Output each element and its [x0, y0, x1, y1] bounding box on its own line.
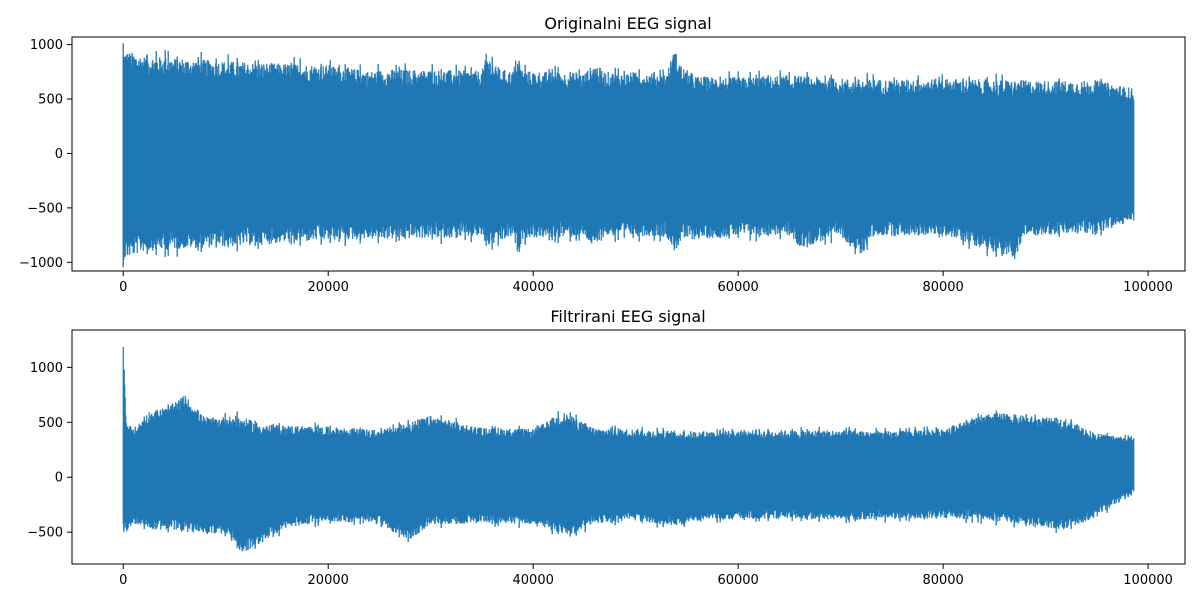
signal-spikes	[134, 404, 1132, 549]
chart-filtered: Filtrirani EEG signal 0 20000 40000 60000 80…	[27, 307, 1186, 588]
x-tick-label: 20000	[308, 280, 349, 295]
x-tick-label: 80000	[922, 280, 963, 295]
x-tick-label: 80000	[922, 573, 963, 588]
chart-title: Originalni EEG signal	[544, 14, 711, 33]
y-tick-label: −500	[27, 526, 63, 541]
x-tick-label: 20000	[308, 573, 349, 588]
y-tick-label: 1000	[30, 361, 63, 376]
signal-trace	[122, 347, 1135, 552]
x-tick-label: 100000	[1123, 280, 1173, 295]
x-tick-label: 60000	[717, 280, 758, 295]
x-axis: 0 20000 40000 60000 80000 100000	[119, 271, 1173, 295]
y-tick-label: 0	[55, 147, 63, 162]
y-axis: −1000 −500 0 500 1000	[19, 38, 72, 271]
x-tick-label: 100000	[1123, 573, 1173, 588]
signal-spikes	[122, 43, 1102, 268]
y-tick-label: 500	[38, 93, 63, 108]
x-tick-label: 0	[119, 573, 127, 588]
y-axis: −500 0 500 1000	[27, 361, 72, 541]
y-tick-label: −500	[27, 201, 63, 216]
y-tick-label: 500	[38, 416, 63, 431]
x-tick-label: 0	[119, 280, 127, 295]
plot-frame	[71, 36, 1186, 272]
chart-original: Originalni EEG signal 0 20000 40000 60000 80…	[19, 14, 1186, 295]
x-tick-label: 60000	[717, 573, 758, 588]
y-tick-label: 0	[55, 471, 63, 486]
y-tick-label: −1000	[19, 256, 63, 271]
x-tick-label: 40000	[513, 573, 554, 588]
x-tick-label: 40000	[513, 280, 554, 295]
chart-title: Filtrirani EEG signal	[550, 307, 705, 326]
x-axis: 0 20000 40000 60000 80000 100000	[119, 564, 1173, 588]
plot-frame	[71, 329, 1186, 565]
y-tick-label: 1000	[30, 38, 63, 53]
